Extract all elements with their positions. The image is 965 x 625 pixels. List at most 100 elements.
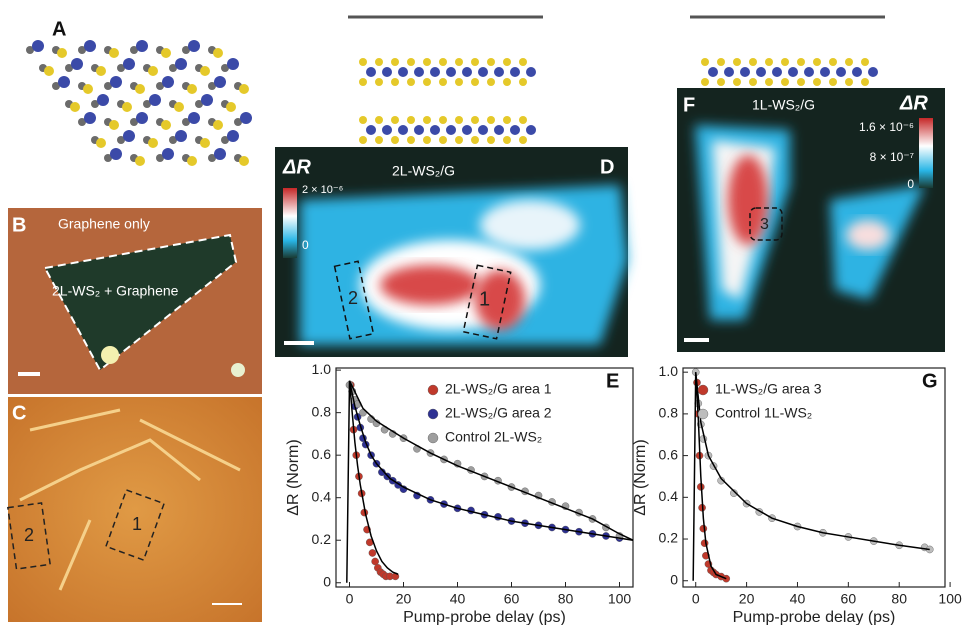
x-tick-label: 60 [841,591,857,607]
atom [149,94,161,106]
figure: A B C D E F G Graphene only 2L-WS₂ + Gra… [0,0,965,625]
atom [213,48,223,58]
atom [110,76,122,88]
y-tick-label: 0.4 [312,488,332,504]
atom [852,67,862,77]
atom [200,66,210,76]
atom [845,58,853,66]
colorbar [919,118,933,188]
atom [733,58,741,66]
image-label: 2L-WS₂ + Graphene [52,283,179,299]
colorbar-tick: 0 [907,177,914,191]
atom [749,78,757,86]
atom [526,67,536,77]
y-tick-label: 0.6 [312,446,332,462]
atom [708,67,718,77]
atom [366,67,376,77]
legend-label: 2L-WS₂/G area 1 [445,381,552,397]
atom [375,78,383,86]
atom [446,125,456,135]
atom [162,148,174,160]
x-axis-label: Pump-probe delay (ps) [403,609,566,625]
atom [135,84,145,94]
atom [868,67,878,77]
atom [797,58,805,66]
scale-bar [684,338,709,342]
atom [478,125,488,135]
atom [201,94,213,106]
legend-label: Control 1L-WS₂ [715,405,812,421]
fit-line [696,372,930,549]
atom [494,67,504,77]
atom [487,58,495,66]
atom [359,78,367,86]
x-tick-label: 20 [396,591,412,607]
atom [83,84,93,94]
atom [510,67,520,77]
atom [187,84,197,94]
atom [462,125,472,135]
atom [97,94,109,106]
atom [494,125,504,135]
atom [162,76,174,88]
atom [430,67,440,77]
atom [109,120,119,130]
atom [188,40,200,52]
area-label: 3 [760,216,769,233]
atom [471,78,479,86]
atom [503,116,511,124]
atom [439,78,447,86]
y-axis-label: ΔR (Norm) [285,439,302,515]
colorbar-tick: 8 × 10⁻⁷ [870,150,914,164]
panel-letter: E [606,370,619,392]
atom [439,58,447,66]
colorbar-title: ΔR [282,156,311,178]
atom [439,116,447,124]
atom [375,58,383,66]
atom [175,130,187,142]
legend-marker [428,433,438,443]
atom [188,112,200,124]
atom [446,67,456,77]
panel-letter: B [12,214,26,236]
atom [135,156,145,166]
atom [813,58,821,66]
atom [391,136,399,144]
x-tick-label: 100 [608,591,632,607]
atom [32,40,44,52]
atom [84,112,96,124]
panel-letter: G [922,370,938,392]
data-point [723,575,730,582]
legend-label: Control 2L-WS₂ [445,429,542,445]
x-tick-label: 20 [739,591,755,607]
atom [519,116,527,124]
atom [423,78,431,86]
atom [398,125,408,135]
map-title: 1L-WS₂/G [752,97,815,113]
atom [84,40,96,52]
atom [214,148,226,160]
atom [398,67,408,77]
atom [845,78,853,86]
atom [503,58,511,66]
atom [423,116,431,124]
atom [200,138,210,148]
atom [407,116,415,124]
atom [148,66,158,76]
legend-marker [428,409,438,419]
atom [44,66,54,76]
atom [740,67,750,77]
atom [382,67,392,77]
atom [765,78,773,86]
atom [375,116,383,124]
y-tick-label: 0 [670,571,678,587]
y-tick-label: 0.2 [312,531,332,547]
panel-letter: F [683,94,695,116]
atom [57,48,67,58]
atom [214,76,226,88]
atom [407,58,415,66]
atom [96,66,106,76]
atom [455,58,463,66]
y-tick-label: 0.8 [659,405,679,421]
atom [797,78,805,86]
